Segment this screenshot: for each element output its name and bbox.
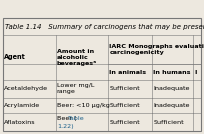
- Text: Beer: <10 μg/kg: Beer: <10 μg/kg: [57, 103, 110, 108]
- Text: IARC Monographs evaluati
carcinogenicity: IARC Monographs evaluati carcinogenicity: [109, 44, 204, 55]
- Text: Acetaldehyde: Acetaldehyde: [4, 86, 48, 91]
- Text: Table: Table: [68, 116, 84, 121]
- Text: In animals: In animals: [109, 70, 146, 75]
- Text: Table 1.14   Summary of carcinogens that may be present in: Table 1.14 Summary of carcinogens that m…: [5, 23, 204, 29]
- Text: Sufficient: Sufficient: [153, 120, 184, 125]
- Text: Inadequate: Inadequate: [153, 103, 190, 108]
- Text: Aflatoxins: Aflatoxins: [4, 120, 36, 125]
- Text: Acrylamide: Acrylamide: [4, 103, 41, 108]
- Text: Sufficient: Sufficient: [109, 86, 140, 91]
- Text: Sufficient: Sufficient: [109, 103, 140, 108]
- Bar: [3, 18, 201, 131]
- Text: 1.22): 1.22): [57, 124, 73, 129]
- Text: Amount in
alcoholic
beveragesᵃ: Amount in alcoholic beveragesᵃ: [57, 49, 97, 66]
- Text: Inadequate: Inadequate: [153, 86, 190, 91]
- Text: Lower mg/L
range: Lower mg/L range: [57, 83, 94, 94]
- Text: Sufficient: Sufficient: [109, 120, 140, 125]
- Text: Agent: Agent: [4, 54, 26, 60]
- Text: In humans: In humans: [153, 70, 191, 75]
- Text: Beer (: Beer (: [57, 116, 76, 121]
- Text: I: I: [194, 70, 196, 75]
